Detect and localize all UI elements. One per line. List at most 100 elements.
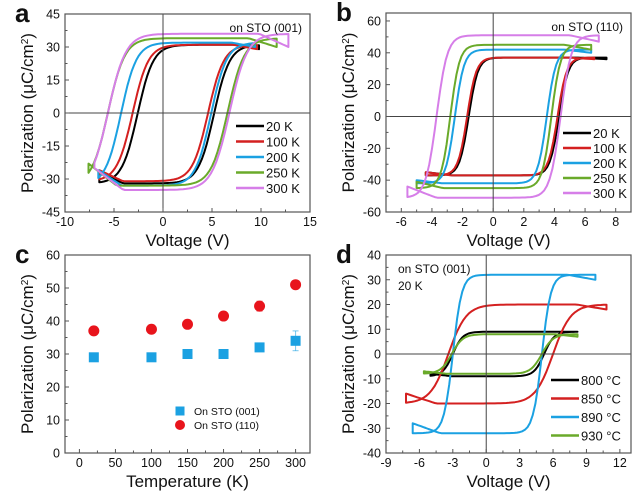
legend-label: 300 K: [593, 186, 627, 201]
y-axis-title-pre: Polarization (: [18, 93, 37, 193]
data-point-circle: [290, 279, 302, 291]
y-tick-label: 10: [46, 414, 60, 428]
y-tick-label: -20: [363, 397, 381, 411]
y-tick-label: 0: [53, 107, 60, 121]
panel-label: d: [336, 239, 352, 269]
x-tick-label: -6: [396, 215, 407, 229]
y-tick-label: 20: [46, 381, 60, 395]
x-axis-title: Voltage (V): [145, 231, 229, 250]
y-axis-title: Polarization (μC/cm2): [339, 33, 358, 193]
x-tick-label: 6: [582, 215, 589, 229]
x-tick-label: -3: [447, 456, 458, 470]
hysteresis-loop-20k: [98, 43, 260, 185]
x-axis-title: Voltage (V): [466, 231, 550, 250]
x-tick-label: 100: [141, 456, 162, 470]
data-point-circle: [218, 310, 230, 322]
y-tick-label: 45: [46, 8, 60, 22]
x-tick-label: 15: [303, 215, 317, 229]
x-tick-label: 0: [160, 215, 167, 229]
x-axis-title: Voltage (V): [466, 472, 550, 491]
legend-label: 20 K: [266, 119, 293, 134]
y-tick-label: -40: [363, 447, 381, 461]
data-point-square: [146, 352, 157, 363]
annotation-text: on STO (001): [398, 262, 470, 276]
data-point-square: [290, 335, 301, 346]
y-tick-label: -20: [363, 142, 381, 156]
series-group: [406, 34, 608, 199]
y-axis-title-unit: C/cm: [339, 44, 358, 84]
annotation-text: on STO (001): [230, 21, 302, 35]
y-axis-title-unit: C/cm: [18, 285, 37, 325]
hysteresis-loop-300k: [93, 32, 290, 191]
data-point-square: [88, 352, 99, 363]
x-tick-label: 12: [613, 456, 627, 470]
legend-label: 890 °C: [581, 410, 621, 425]
x-tick-label: 0: [490, 215, 497, 229]
y-tick-label: -45: [42, 206, 60, 220]
legend-label: 800 °C: [581, 373, 621, 388]
x-axis-title: Temperature (K): [126, 472, 249, 491]
x-tick-label: -2: [457, 215, 468, 229]
y-axis-title-mu: μ: [18, 325, 37, 335]
y-tick-label: -40: [363, 174, 381, 188]
y-tick-label: 20: [367, 298, 381, 312]
panel-label: b: [336, 0, 352, 27]
data-point-square: [254, 342, 265, 353]
hysteresis-loop-200k: [415, 48, 593, 185]
y-tick-label: 20: [367, 78, 381, 92]
x-tick-label: 3: [516, 456, 523, 470]
y-tick-label: 60: [367, 14, 381, 28]
legend-label: 300 K: [266, 181, 300, 196]
x-tick-label: 250: [249, 456, 270, 470]
y-axis-title-unit: C/cm: [18, 44, 37, 84]
x-tick-label: 4: [551, 215, 558, 229]
y-axis-title-post: ): [18, 33, 37, 39]
legend-label: 250 K: [593, 171, 627, 186]
legend-label: 930 °C: [581, 429, 621, 444]
y-axis-title-pre: Polarization (: [18, 334, 37, 434]
y-tick-label: 60: [46, 249, 60, 263]
hysteresis-loop-300k: [406, 34, 600, 199]
panel-a: -10 -5 0 5 10 15 -45 -30 -15 0 15 30 45 Voltage (V) Po…: [15, 0, 317, 250]
hysteresis-loop-930c: [422, 333, 579, 375]
panel-d: -9 -6 -3 0 3 6 9 12-40-30-20-10010203040Voltage…: [336, 239, 632, 491]
x-tick-label: 10: [254, 215, 268, 229]
x-tick-label: 0: [76, 456, 83, 470]
panel-label: a: [15, 0, 30, 28]
legend-label: 100 K: [593, 141, 627, 156]
hysteresis-loop-250k: [87, 37, 278, 187]
y-axis-title-sup: 2: [341, 38, 352, 44]
hysteresis-loop-100k: [424, 56, 596, 177]
x-tick-label: 6: [550, 456, 557, 470]
panel-label: c: [15, 239, 29, 269]
series-group: [87, 32, 290, 191]
panel-c: 0 50 100 150 200 250 300 0 10 20 30 40 50 60 Temperatu…: [15, 239, 311, 491]
legend-label: 20 K: [593, 126, 620, 141]
data-point-square: [182, 349, 193, 359]
y-axis-title: Polarization (μC/cm2): [339, 274, 358, 434]
y-tick-label: 0: [374, 348, 381, 362]
y-axis-title-sup: 2: [20, 279, 31, 285]
legend-label: 250 K: [266, 166, 300, 181]
y-tick-label: 30: [46, 348, 60, 362]
x-tick-label: 2: [520, 215, 527, 229]
x-tick-label: 8: [612, 215, 619, 229]
legend-marker-circle: [175, 420, 185, 430]
y-axis-title: Polarization (μC/cm2): [18, 33, 37, 193]
y-axis-title: Polarization (μC/cm2): [18, 274, 37, 434]
y-tick-label: -60: [363, 206, 381, 220]
y-axis-title-pre: Polarization (: [339, 334, 358, 434]
x-tick-label: 300: [285, 456, 306, 470]
y-axis-title-post: ): [339, 33, 358, 39]
legend-label: 850 °C: [581, 392, 621, 407]
y-axis-title-sup: 2: [341, 279, 352, 285]
y-tick-label: 30: [46, 41, 60, 55]
legend: 800 °C 850 °C 890 °C 930 °C: [551, 373, 621, 444]
hysteresis-loop-250k: [415, 43, 593, 190]
x-tick-label: 0: [483, 456, 490, 470]
y-tick-label: 10: [367, 323, 381, 337]
legend-label: 200 K: [266, 150, 300, 165]
